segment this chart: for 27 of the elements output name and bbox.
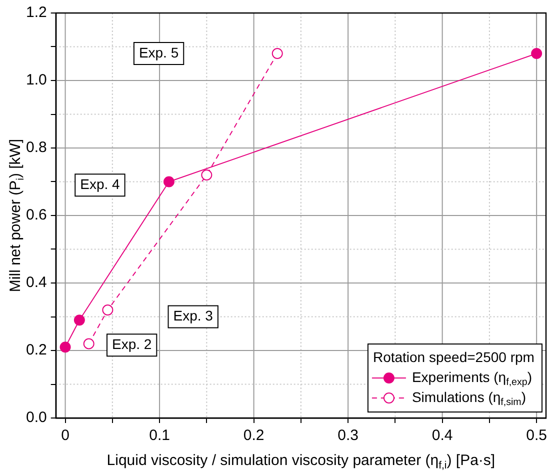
text: 0.0 (26, 409, 47, 426)
x-tick-label: 0.3 (338, 427, 358, 444)
point (163, 176, 174, 188)
annotation: Exp. 4 (80, 176, 120, 192)
annotation: Exp. 2 (112, 336, 152, 352)
point (531, 48, 542, 59)
y-tick-label: 0.6 (26, 206, 47, 224)
point (201, 170, 212, 180)
point (60, 342, 71, 353)
x-tick-label: 0.4 (432, 427, 453, 444)
point (83, 338, 94, 350)
x-tick-label: 0.2 (243, 427, 264, 444)
text: 1.0 (26, 72, 47, 89)
x-tick-label: 0.1 (149, 427, 170, 444)
legend-title: Rotation speed=2500 rpm (372, 348, 534, 365)
annotation: Exp. 3 (173, 308, 214, 324)
x-tick-label: 0.5 (526, 427, 548, 444)
y-tick-label: 0.4 (26, 274, 47, 292)
annotation: Exp. 5 (138, 44, 179, 60)
x-tick-label: 0 (61, 427, 70, 444)
point (272, 48, 283, 59)
point (102, 304, 114, 316)
y-axis-title: Mill net power (Pi) [kW] (7, 138, 26, 292)
y-tick-label: 1.2 (26, 4, 47, 22)
point (74, 314, 85, 326)
y-tick-label: 0.8 (26, 139, 47, 156)
y-tick-label: 0.2 (26, 342, 47, 359)
